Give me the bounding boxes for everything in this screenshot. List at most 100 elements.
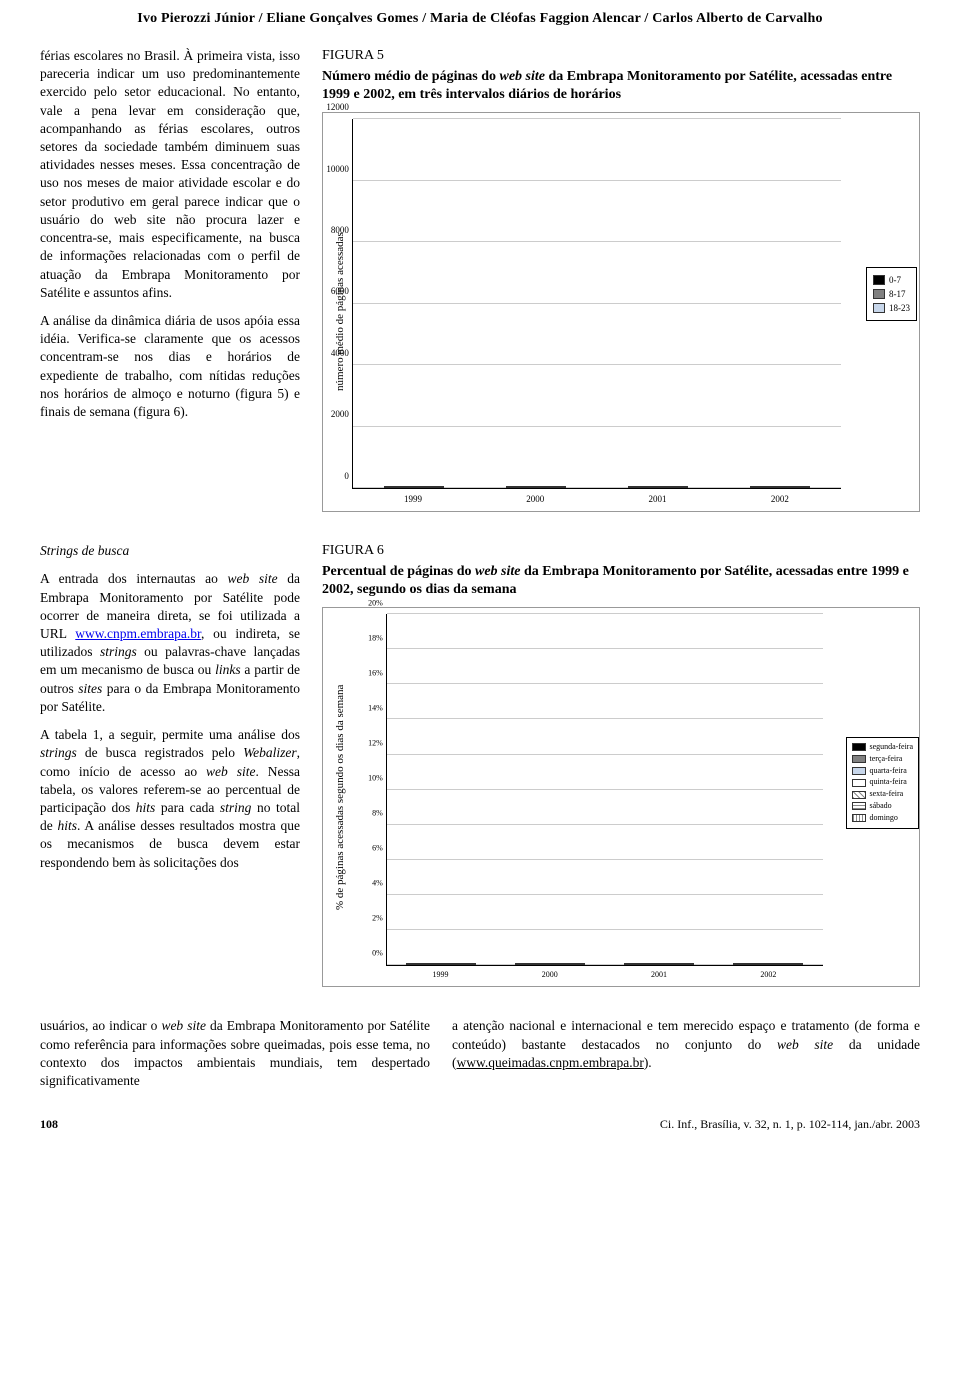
bar <box>763 963 773 965</box>
bar <box>406 963 416 965</box>
bar <box>416 963 426 965</box>
bar <box>733 963 743 965</box>
x-axis-labels: 1999200020012002 <box>352 489 841 505</box>
y-tick: 10000 <box>313 162 349 174</box>
t: A entrada dos internautas ao <box>40 571 228 586</box>
legend: 0-78-1718-23 <box>866 267 917 321</box>
figure-5: FIGURA 5 Número médio de páginas do web … <box>322 47 920 512</box>
x-tick: 2001 <box>651 970 667 981</box>
footer: 108 Ci. Inf., Brasília, v. 32, n. 1, p. … <box>40 1116 920 1132</box>
bar <box>793 963 803 965</box>
t: para cada <box>155 800 220 815</box>
bar <box>648 486 668 488</box>
link-cnpm[interactable]: www.cnpm.embrapa.br <box>75 626 201 641</box>
bar <box>674 963 684 965</box>
legend-swatch <box>852 767 866 775</box>
legend: segunda-feiraterça-feiraquarta-feiraquin… <box>846 737 919 829</box>
bar <box>404 486 424 488</box>
legend-swatch <box>873 275 885 285</box>
bottom-row: usuários, ao indicar o web site da Embra… <box>40 1017 920 1090</box>
bar <box>436 963 446 965</box>
bottom-right: a atenção nacional e internacional e tem… <box>452 1017 920 1090</box>
y-tick: 18% <box>357 633 383 644</box>
y-tick: 4% <box>357 878 383 889</box>
legend-item: 8-17 <box>873 288 910 300</box>
y-tick: 8% <box>357 808 383 819</box>
t: hits <box>57 818 77 833</box>
paragraph: A análise da dinâmica diária de usos apó… <box>40 312 300 421</box>
legend-item: 0-7 <box>873 274 910 286</box>
bar <box>525 963 535 965</box>
x-tick: 2002 <box>771 493 789 505</box>
t: web site <box>161 1018 206 1033</box>
y-tick: 6% <box>357 843 383 854</box>
paragraph: férias escolares no Brasil. À primeira v… <box>40 47 300 302</box>
legend-swatch <box>873 289 885 299</box>
x-tick: 1999 <box>432 970 448 981</box>
section-2: Strings de busca A entrada dos internaut… <box>40 542 920 987</box>
y-tick: 6000 <box>313 285 349 297</box>
bar <box>565 963 575 965</box>
section-1: férias escolares no Brasil. À primeira v… <box>40 47 920 512</box>
x-tick: 2002 <box>760 970 776 981</box>
t: strings <box>40 745 77 760</box>
legend-swatch <box>852 743 866 751</box>
heading: Strings de busca <box>40 542 300 560</box>
bar <box>575 963 585 965</box>
bar <box>628 486 648 488</box>
t: strings <box>100 644 137 659</box>
x-tick: 2000 <box>542 970 558 981</box>
y-tick: 12% <box>357 738 383 749</box>
left-column-2: Strings de busca A entrada dos internaut… <box>40 542 300 987</box>
legend-label: sábado <box>869 801 891 812</box>
link-queimadas[interactable]: www.queimadas.cnpm.embrapa.br <box>457 1055 644 1070</box>
y-tick: 0 <box>313 470 349 482</box>
bar <box>446 963 456 965</box>
legend-item: terça-feira <box>852 754 913 765</box>
chart-5: número médio de páginas acessadas 0-78-1… <box>322 112 920 512</box>
t: Percentual de páginas do <box>322 564 475 579</box>
y-tick: 16% <box>357 668 383 679</box>
legend-item: quarta-feira <box>852 766 913 777</box>
bar <box>770 486 790 488</box>
legend-label: 8-17 <box>889 288 906 300</box>
t: . A análise desses resultados mostra que… <box>40 818 300 869</box>
y-tick: 10% <box>357 773 383 784</box>
bar-group <box>506 486 566 488</box>
legend-label: quarta-feira <box>869 766 906 777</box>
legend-swatch <box>852 814 866 822</box>
header-authors: Ivo Pierozzi Júnior / Eliane Gonçalves G… <box>40 10 920 29</box>
legend-item: segunda-feira <box>852 742 913 753</box>
bar <box>535 963 545 965</box>
paragraph: A entrada dos internautas ao web site da… <box>40 570 300 716</box>
t: web site <box>777 1037 833 1052</box>
figure-label: FIGURA 5 <box>322 47 920 66</box>
t: hits <box>136 800 156 815</box>
bar <box>753 963 763 965</box>
figure-title: Percentual de páginas do web site da Emb… <box>322 563 920 599</box>
chart-inner: 0-78-1718-23 020004000600080001000012000… <box>352 119 913 505</box>
bar <box>545 963 555 965</box>
y-tick: 2% <box>357 913 383 924</box>
bar <box>546 486 566 488</box>
bars-row <box>353 119 841 488</box>
legend-item: quinta-feira <box>852 777 913 788</box>
t: sites <box>78 681 102 696</box>
legend-item: domingo <box>852 813 913 824</box>
bar <box>624 963 634 965</box>
t: ). <box>644 1055 652 1070</box>
figure-label: FIGURA 6 <box>322 542 920 561</box>
t: links <box>215 662 241 677</box>
bar-group <box>750 486 810 488</box>
t: A tabela 1, a seguir, permite uma anális… <box>40 727 300 742</box>
y-tick: 12000 <box>313 101 349 113</box>
y-tick: 0% <box>357 948 383 959</box>
t: web site <box>206 764 255 779</box>
t: web site <box>228 571 278 586</box>
y-tick: 8000 <box>313 224 349 236</box>
bar <box>506 486 526 488</box>
bar <box>750 486 770 488</box>
left-column-1: férias escolares no Brasil. À primeira v… <box>40 47 300 512</box>
legend-label: quinta-feira <box>869 777 906 788</box>
legend-label: segunda-feira <box>869 742 913 753</box>
